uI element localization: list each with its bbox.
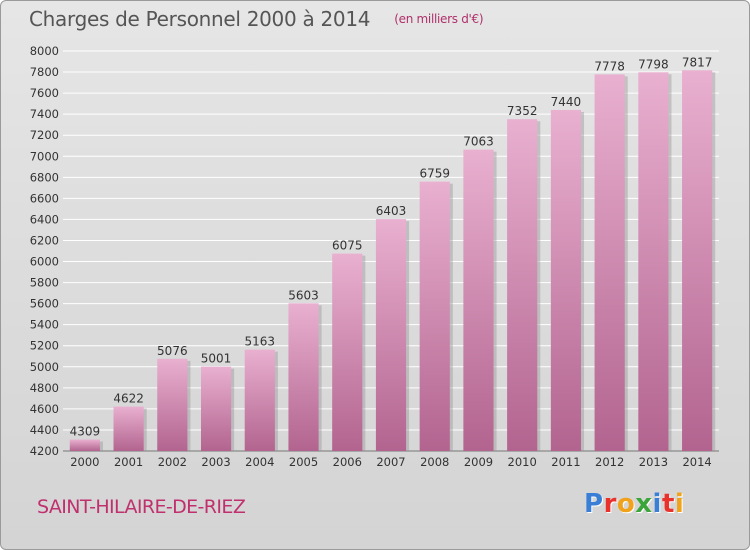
bar (113, 406, 144, 451)
x-tick-label: 2005 (289, 455, 318, 469)
x-tick-label: 2011 (551, 455, 580, 469)
x-tick-label: 2000 (70, 455, 99, 469)
data-label: 5163 (245, 335, 276, 349)
y-tick-label: 5400 (30, 318, 59, 332)
bar (550, 109, 582, 452)
y-tick-label: 5800 (30, 276, 59, 290)
data-label: 7352 (507, 104, 538, 118)
bar (463, 149, 494, 451)
data-label: 7063 (463, 135, 494, 149)
logo-letter: o (616, 489, 636, 519)
bar (69, 439, 100, 451)
data-label: 6403 (376, 204, 407, 218)
bar (375, 219, 407, 451)
y-tick-label: 6800 (30, 170, 59, 184)
x-tick-label: 2013 (639, 455, 668, 469)
y-tick-label: 7800 (30, 65, 59, 79)
y-tick-label: 4800 (30, 381, 59, 395)
y-tick-label: 7000 (30, 149, 59, 163)
bar (157, 358, 188, 451)
logo-letter: i (674, 489, 685, 519)
data-label: 5001 (201, 352, 232, 366)
x-tick-label: 2009 (464, 455, 493, 469)
x-tick-label: 2008 (420, 455, 449, 469)
x-tick-label: 2003 (201, 455, 230, 469)
chart-title-text: Charges de Personnel 2000 à 2014 (29, 7, 371, 31)
logo-letter: P (584, 489, 604, 519)
data-label: 4622 (113, 392, 144, 406)
bar (332, 253, 363, 451)
data-label: 6759 (419, 167, 450, 181)
x-tick-label: 2004 (245, 455, 274, 469)
logo-letter: t (661, 489, 675, 519)
x-tick-label: 2014 (682, 455, 711, 469)
x-tick-label: 2001 (114, 455, 143, 469)
bar (288, 303, 319, 451)
bar (507, 119, 538, 452)
data-label: 7778 (594, 59, 625, 73)
data-label: 7817 (682, 55, 713, 69)
logo-letter: i (652, 489, 662, 519)
y-tick-label: 6600 (30, 191, 59, 205)
proxiti-logo: Proxiti (584, 489, 684, 519)
data-label: 6075 (332, 239, 363, 253)
bar (244, 349, 275, 451)
y-tick-label: 5200 (30, 339, 59, 353)
bar (200, 366, 232, 451)
y-tick-label: 4200 (30, 444, 59, 458)
y-tick-label: 6400 (30, 212, 59, 226)
data-label: 7440 (551, 95, 582, 109)
city-name: SAINT-HILAIRE-DE-RIEZ (37, 496, 246, 518)
x-tick-label: 2012 (595, 455, 624, 469)
bar (638, 72, 669, 452)
chart-subtitle: (en milliers d'€) (394, 12, 484, 26)
data-label: 5603 (288, 288, 319, 302)
y-tick-label: 6200 (30, 233, 59, 247)
y-tick-label: 8000 (30, 44, 59, 58)
y-tick-label: 6000 (30, 255, 59, 269)
data-label: 4309 (70, 425, 101, 439)
y-tick-label: 5600 (30, 297, 59, 311)
x-tick-label: 2002 (158, 455, 187, 469)
bar (682, 70, 713, 452)
y-tick-label: 5000 (30, 360, 59, 374)
logo-letter: x (635, 489, 653, 519)
y-tick-label: 7200 (30, 128, 59, 142)
data-label: 7798 (638, 57, 669, 71)
x-tick-label: 2010 (508, 455, 537, 469)
x-tick-label: 2006 (333, 455, 362, 469)
y-tick-label: 4600 (30, 402, 59, 416)
x-tick-label: 2007 (376, 455, 405, 469)
y-tick-label: 7600 (30, 86, 59, 100)
logo-letter: r (603, 489, 617, 519)
y-tick-label: 4400 (30, 423, 59, 437)
bar (419, 181, 450, 451)
chart-title: Charges de Personnel 2000 à 2014 (en mil… (29, 7, 484, 37)
bar (594, 74, 625, 452)
y-tick-label: 7400 (30, 107, 59, 121)
data-label: 5076 (157, 344, 188, 358)
